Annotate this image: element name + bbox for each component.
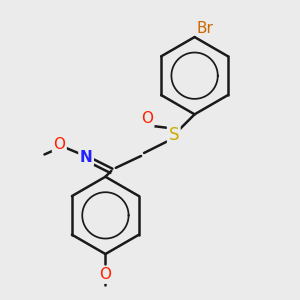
Text: O: O bbox=[99, 267, 111, 282]
Text: S: S bbox=[169, 126, 179, 144]
Text: O: O bbox=[53, 136, 65, 152]
Text: O: O bbox=[141, 111, 153, 126]
Text: Br: Br bbox=[196, 21, 213, 36]
Text: N: N bbox=[80, 150, 92, 165]
